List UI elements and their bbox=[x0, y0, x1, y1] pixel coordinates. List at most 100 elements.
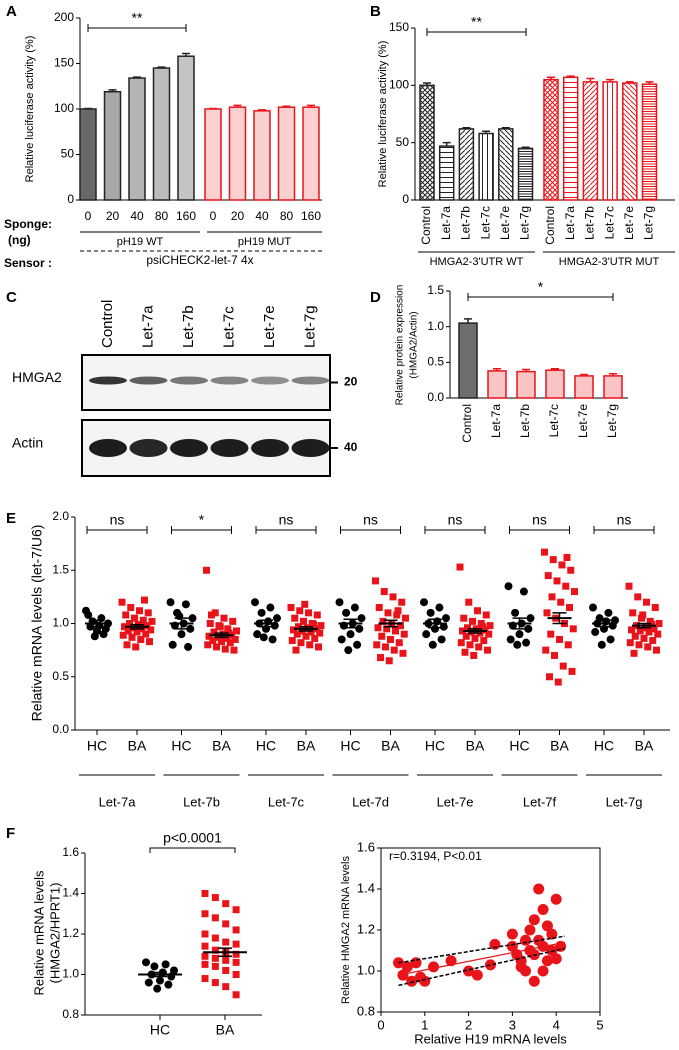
data-point bbox=[295, 623, 302, 631]
data-point bbox=[533, 883, 545, 895]
data-point bbox=[218, 638, 225, 646]
data-point bbox=[519, 587, 528, 596]
data-point bbox=[84, 610, 93, 619]
x-tick-label: HC bbox=[87, 738, 107, 754]
error-bar bbox=[259, 619, 273, 628]
data-point bbox=[132, 643, 140, 651]
y-axis-label: Relative HMGA2 mRNA levels bbox=[340, 856, 352, 1004]
data-point bbox=[431, 624, 439, 633]
data-point bbox=[651, 604, 659, 612]
data-point bbox=[307, 628, 315, 636]
data-point bbox=[208, 611, 215, 619]
data-point bbox=[485, 959, 496, 971]
x-tick-label: 20 bbox=[106, 209, 120, 223]
plot-frame bbox=[380, 847, 601, 1013]
data-point bbox=[482, 611, 490, 619]
data-point bbox=[550, 953, 562, 965]
bar bbox=[517, 147, 534, 201]
bar bbox=[498, 128, 514, 201]
data-point bbox=[397, 969, 409, 981]
x-tick-label: 4 bbox=[553, 1017, 560, 1032]
x-tick-label: HC bbox=[425, 738, 445, 754]
x-tick-label: 80 bbox=[280, 209, 294, 223]
data-point bbox=[225, 629, 233, 637]
x-tick-label: HC bbox=[256, 738, 276, 754]
error-bar bbox=[462, 127, 471, 129]
data-point bbox=[99, 630, 108, 639]
bar bbox=[302, 106, 320, 201]
error-bar bbox=[383, 619, 398, 628]
data-point bbox=[147, 626, 155, 634]
data-point bbox=[119, 631, 127, 639]
data-point bbox=[372, 577, 379, 585]
data-point bbox=[136, 607, 143, 615]
size-label: 40 bbox=[344, 440, 358, 454]
y-tick-label: 1.0 bbox=[357, 962, 375, 977]
x-tick-label: 0 bbox=[210, 209, 217, 223]
x-tick-label: Let-7b bbox=[518, 404, 532, 438]
data-point bbox=[211, 609, 219, 617]
y-tick-label: 1.2 bbox=[62, 926, 79, 940]
data-point bbox=[399, 649, 407, 657]
x-tick-label: Let-7e bbox=[576, 404, 590, 438]
data-point bbox=[375, 604, 383, 612]
significance-bracket bbox=[593, 526, 655, 534]
lane-label: Let-7a bbox=[139, 305, 156, 348]
confidence-line bbox=[398, 935, 566, 964]
significance-bracket bbox=[149, 847, 236, 853]
data-point bbox=[649, 637, 657, 645]
data-point bbox=[537, 904, 549, 915]
data-point bbox=[479, 623, 486, 631]
data-point bbox=[426, 608, 435, 617]
data-point bbox=[317, 622, 325, 630]
data-point bbox=[211, 979, 219, 987]
data-point bbox=[397, 622, 404, 630]
data-point bbox=[305, 609, 312, 617]
error-bar bbox=[90, 619, 104, 628]
data-point bbox=[201, 930, 209, 938]
data-point bbox=[216, 623, 224, 631]
data-point bbox=[232, 940, 240, 948]
data-point bbox=[355, 624, 364, 633]
x-tick-label: 0 bbox=[85, 209, 92, 223]
data-point bbox=[126, 620, 133, 627]
error-bar bbox=[282, 105, 291, 108]
blot-band bbox=[210, 439, 249, 457]
data-point bbox=[90, 632, 99, 641]
data-point bbox=[211, 934, 219, 942]
group-label: Let-7d bbox=[352, 794, 389, 809]
error-bar bbox=[637, 622, 651, 629]
data-point bbox=[542, 646, 550, 654]
group-label: HMGA2-3'UTR WT bbox=[430, 256, 524, 268]
y-tick-label: 100 bbox=[54, 101, 74, 115]
data-point bbox=[486, 622, 494, 630]
data-point bbox=[353, 640, 362, 649]
x-tick-label: Let-7a bbox=[489, 404, 503, 438]
y-tick-label: 2.0 bbox=[52, 509, 69, 523]
significance-bracket bbox=[467, 293, 614, 301]
data-point bbox=[420, 598, 428, 607]
data-point bbox=[251, 598, 259, 607]
data-point bbox=[393, 611, 401, 619]
data-point bbox=[389, 593, 397, 601]
bar bbox=[438, 145, 455, 201]
data-point bbox=[213, 643, 220, 651]
data-point bbox=[439, 622, 448, 631]
blot-band bbox=[291, 439, 330, 457]
data-point bbox=[164, 980, 173, 989]
bar bbox=[641, 83, 658, 201]
data-point bbox=[204, 641, 212, 649]
data-point bbox=[142, 958, 150, 967]
panel-label: B bbox=[370, 3, 381, 20]
y-axis-label: Relative mRNA levels bbox=[31, 870, 46, 995]
data-point bbox=[390, 646, 398, 654]
data-point bbox=[232, 991, 240, 999]
error-bar bbox=[157, 66, 166, 69]
data-point bbox=[232, 958, 240, 966]
data-point bbox=[211, 962, 219, 970]
blot-band bbox=[170, 439, 208, 457]
data-point bbox=[221, 645, 229, 653]
x-tick-label: Let-7g bbox=[605, 404, 619, 438]
sponge-label: Sponge: bbox=[4, 217, 52, 231]
